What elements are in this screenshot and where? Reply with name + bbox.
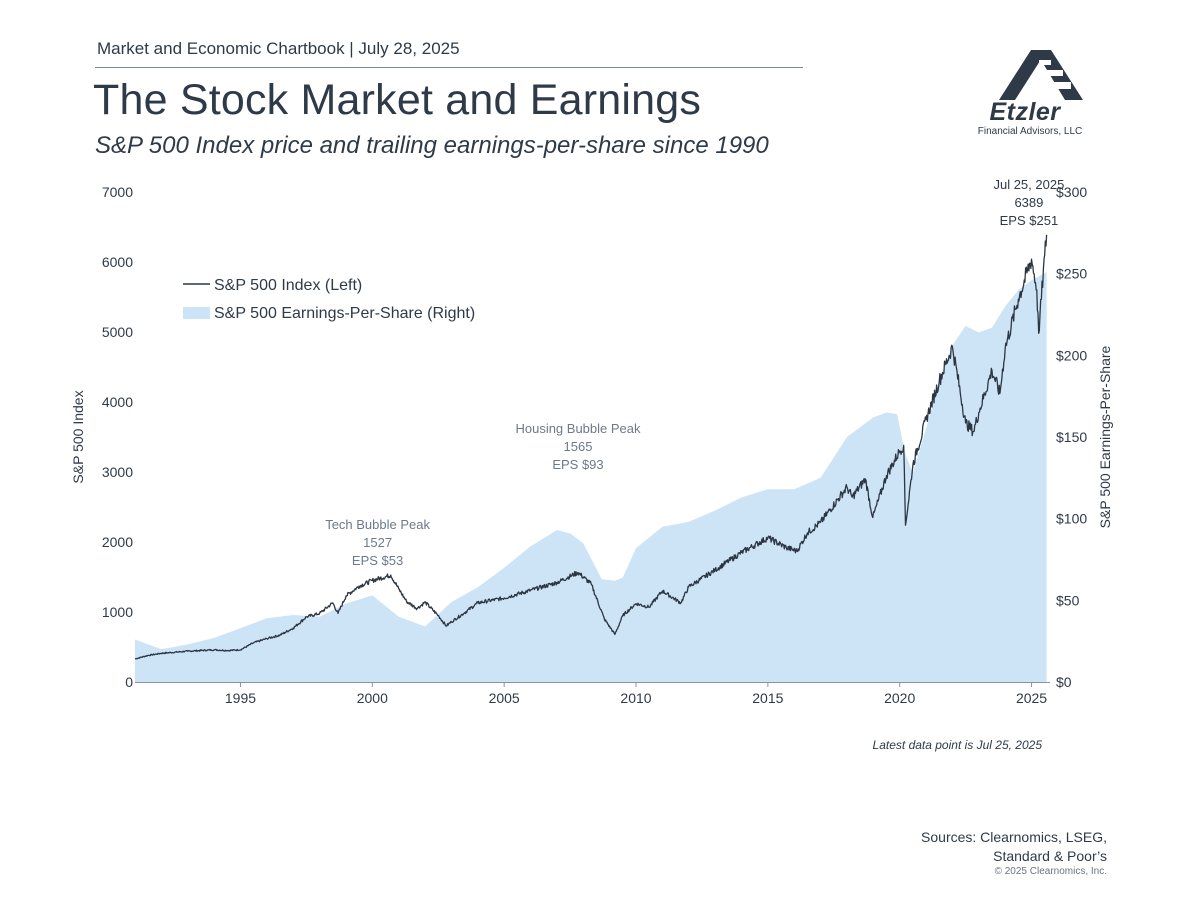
logo-subtitle: Financial Advisors, LLC (977, 126, 1083, 137)
y-right-tick-label: $150 (1056, 429, 1087, 445)
y-left-tick-label: 3000 (102, 464, 133, 480)
annotation: Housing Bubble Peak 1565 EPS $93 (515, 421, 641, 472)
eps-area-layer (135, 272, 1047, 682)
y-left-tick-label: 4000 (102, 394, 133, 410)
sources-line-2: Standard & Poor’s (993, 848, 1107, 864)
legend-eps-label: S&P 500 Earnings-Per-Share (Right) (214, 305, 475, 322)
y-left-tick-label: 7000 (102, 184, 133, 200)
x-tick-label: 2010 (620, 690, 651, 706)
sources-text: Sources: Clearnomics, LSEG, Standard & P… (850, 828, 1107, 866)
x-tick-label: 2000 (357, 690, 388, 706)
annotation-label: Housing Bubble Peak (515, 421, 641, 436)
page-subtitle: S&P 500 Index price and trailing earning… (95, 132, 769, 159)
latest-data-note: Latest data point is Jul 25, 2025 (872, 738, 1042, 752)
chartbook-header: Market and Economic Chartbook | July 28,… (97, 39, 460, 58)
y-right-tick-label: $50 (1056, 592, 1080, 608)
x-tick-label: 2015 (752, 690, 783, 706)
annotation: Tech Bubble Peak 1527 EPS $53 (325, 517, 430, 568)
y-right-axis-title: S&P 500 Earnings-Per-Share (1097, 345, 1113, 528)
y-left-tick-label: 2000 (102, 534, 133, 550)
y-left-axis-title: S&P 500 Index (70, 390, 86, 483)
y-right-tick-label: $250 (1056, 266, 1087, 282)
index-line-layer (134, 234, 1048, 660)
legend-index-label: S&P 500 Index (Left) (214, 277, 362, 294)
y-left-tick-label: 0 (125, 674, 133, 690)
copyright-text: © 2025 Clearnomics, Inc. (994, 866, 1107, 877)
company-logo-icon (999, 50, 1083, 100)
annotation-eps: EPS $251 (1000, 213, 1059, 228)
annotation-value: 6389 (1014, 195, 1043, 210)
annotation-label: Jul 25, 2025 (993, 177, 1064, 192)
logo-wordmark: Etzler (989, 98, 1061, 126)
annotation: Jul 25, 2025 6389 EPS $251 (993, 177, 1064, 228)
y-left-tick-label: 6000 (102, 254, 133, 270)
x-tick-label: 2020 (884, 690, 915, 706)
annotation-layer: Tech Bubble Peak 1527 EPS $53 Housing Bubbl… (325, 177, 1064, 568)
y-right-tick-label: $200 (1056, 347, 1087, 363)
sp500-index-line (134, 234, 1048, 660)
axis-layer: 1995 2000 2005 2010 2015 2020 2025 0 1000 2000 300… (70, 184, 1113, 706)
legend: S&P 500 Index (Left) S&P 500 Earnings-Per… (183, 277, 475, 322)
y-right-tick-label: $0 (1056, 674, 1072, 690)
annotation-eps: EPS $93 (552, 457, 603, 472)
x-tick-label: 1995 (225, 690, 256, 706)
legend-eps-swatch (183, 307, 210, 319)
y-right-tick-label: $300 (1056, 184, 1087, 200)
x-tick-label: 2025 (1016, 690, 1047, 706)
annotation-label: Tech Bubble Peak (325, 517, 430, 532)
header-divider (95, 67, 803, 68)
sources-line-1: Sources: Clearnomics, LSEG, (921, 829, 1107, 845)
y-left-tick-label: 1000 (102, 604, 133, 620)
annotation-eps: EPS $53 (352, 553, 403, 568)
page-title: The Stock Market and Earnings (93, 76, 702, 124)
annotation-value: 1565 (564, 439, 593, 454)
eps-area (135, 272, 1047, 682)
annotation-value: 1527 (363, 535, 392, 550)
y-right-tick-label: $100 (1056, 511, 1087, 527)
x-tick-label: 2005 (489, 690, 520, 706)
y-left-tick-label: 5000 (102, 324, 133, 340)
